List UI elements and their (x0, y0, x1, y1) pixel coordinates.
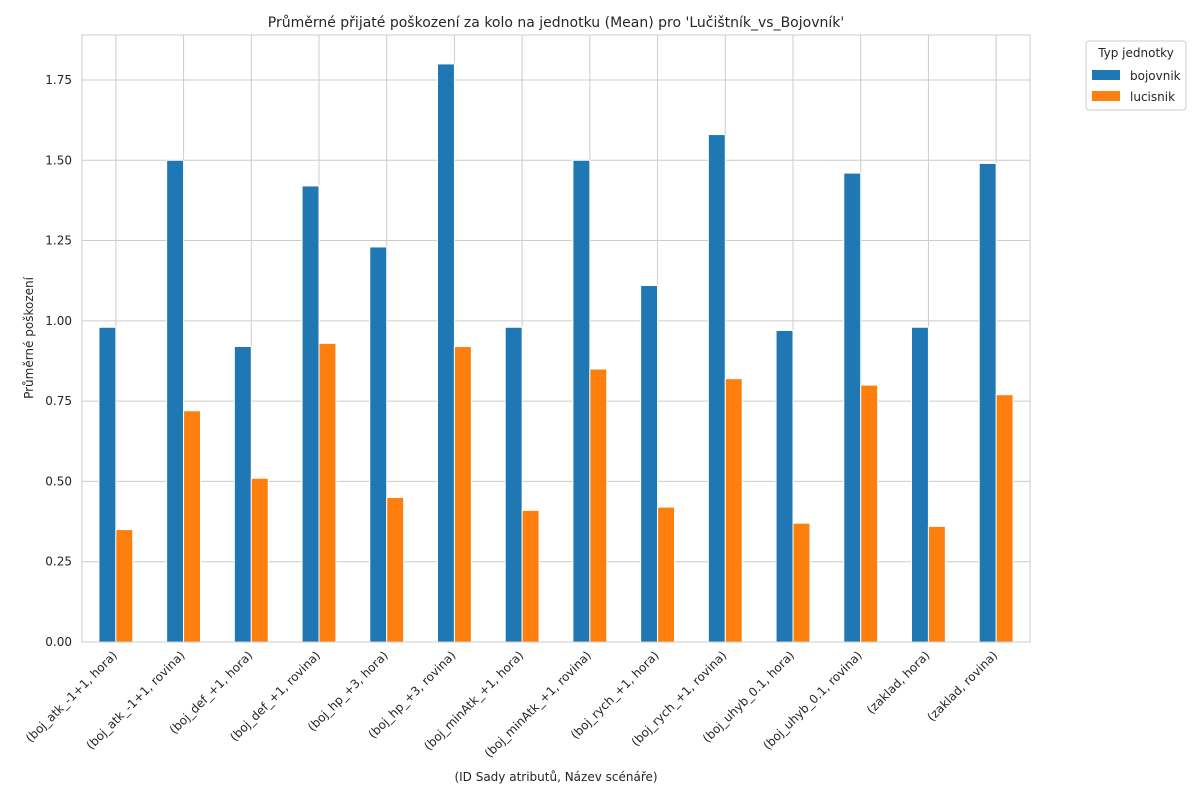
bar-lucisnik (453, 346, 472, 643)
y-tick-label: 0.75 (45, 394, 72, 408)
bar-bojovnik (166, 159, 185, 643)
bar-bojovnik (369, 246, 388, 643)
y-tick-label: 0.00 (45, 635, 72, 649)
bar-bojovnik (504, 326, 523, 643)
legend-title: Typ jednotky (1097, 46, 1174, 60)
bars (98, 63, 1014, 643)
bar-lucisnik (995, 394, 1014, 643)
legend-label-lucisnik: lucisnik (1130, 90, 1175, 104)
bar-lucisnik (860, 384, 879, 643)
chart-title: Průměrné přijaté poškození za kolo na je… (268, 15, 844, 31)
bar-lucisnik (115, 529, 134, 643)
bar-lucisnik (318, 342, 337, 643)
bar-bojovnik (572, 159, 591, 643)
y-tick-label: 0.50 (45, 474, 72, 488)
bar-lucisnik (657, 506, 675, 643)
bar-lucisnik (183, 410, 201, 643)
legend-swatch-lucisnik (1092, 91, 1120, 101)
bar-bojovnik (437, 63, 455, 643)
bar-lucisnik (521, 509, 540, 643)
x-axis-label: (ID Sady atributů, Název scénáře) (454, 770, 657, 784)
bar-bojovnik (978, 162, 997, 643)
plot-frame (81, 34, 1031, 643)
bar-lucisnik (386, 496, 405, 643)
bar-bojovnik (301, 185, 320, 643)
x-tick-label: (zaklad, hora) (864, 648, 933, 717)
x-tick-label: (zaklad, rovina) (924, 648, 1000, 724)
y-tick-label: 1.25 (45, 234, 72, 248)
y-axis-label: Průměrné poškození (22, 276, 36, 399)
bar-bojovnik (98, 326, 117, 643)
bar-bojovnik (911, 326, 929, 643)
bar-bojovnik (233, 346, 252, 643)
legend-label-bojovnik: bojovnik (1130, 69, 1181, 83)
bar-lucisnik (724, 378, 743, 643)
bar-lucisnik (250, 477, 269, 643)
y-tick-label: 1.75 (45, 73, 72, 87)
x-axis-ticks: (boj_atk_-1+1, hora)(boj_atk_-1+1, rovin… (23, 648, 1000, 760)
bar-bojovnik (640, 285, 659, 643)
bar-lucisnik (927, 525, 946, 643)
bar-bojovnik (707, 134, 726, 643)
bar-bojovnik (775, 329, 794, 643)
grid (82, 35, 1030, 643)
y-axis-ticks: 0.00 0.25 0.50 0.75 1.00 1.25 1.50 1.75 (45, 73, 72, 649)
y-tick-label: 1.50 (45, 153, 72, 167)
y-tick-label: 0.25 (45, 555, 72, 569)
bar-lucisnik (589, 368, 608, 643)
legend-swatch-bojovnik (1092, 70, 1120, 80)
bar-bojovnik (843, 172, 862, 643)
y-tick-label: 1.00 (45, 314, 72, 328)
bar-lucisnik (792, 522, 811, 643)
legend: Typ jednotky bojovnik lucisnik (1085, 40, 1187, 111)
